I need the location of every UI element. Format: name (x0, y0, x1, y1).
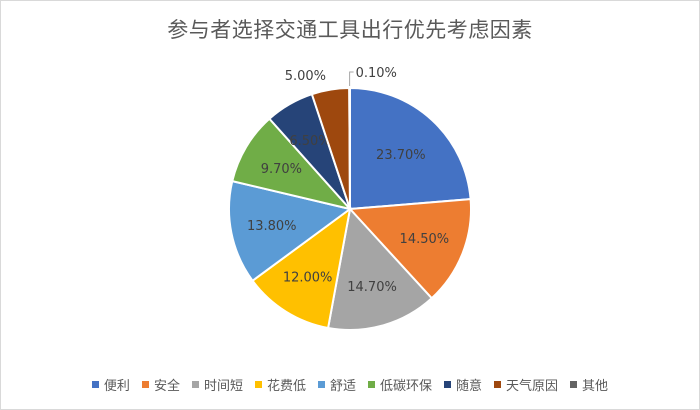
pie-slice-安全 (347, 198, 472, 300)
data-label-舒适: 13.80% (247, 219, 297, 234)
pie-slice-花费低 (251, 206, 352, 330)
legend-item-便利: 便利 (91, 375, 130, 394)
data-label-低碳环保: 9.70% (261, 162, 302, 177)
legend-label: 安全 (153, 379, 180, 394)
legend-label: 花费低 (266, 379, 306, 394)
legend-label: 其他 (582, 379, 609, 394)
data-label-天气原因: 5.00% (285, 69, 326, 84)
legend-item-低碳环保: 低碳环保 (368, 375, 432, 394)
legend-item-其他: 其他 (570, 375, 608, 394)
legend-label: 时间短 (203, 379, 243, 394)
legend-swatch (444, 381, 452, 388)
legend-label: 舒适 (329, 379, 356, 394)
legend-item-花费低: 花费低 (254, 375, 306, 394)
legend-item-舒适: 舒适 (317, 375, 356, 394)
legend-swatch (191, 381, 199, 388)
pie-slice-其他 (348, 86, 351, 210)
legend: 便利 安全 时间短 花费低 舒适 低碳环保 随意 天气原因 其他 (0, 375, 700, 394)
legend-swatch (254, 381, 262, 388)
chart-title: 参与者选择交通工具出行优先考虑因素 (167, 18, 533, 42)
data-label-便利: 23.70% (376, 148, 426, 163)
leader-line (349, 71, 354, 87)
data-label-花费低: 12.00% (283, 271, 333, 286)
data-label-其他: 0.10% (356, 66, 397, 81)
data-label-随意: 6.50% (289, 134, 330, 149)
legend-swatch (570, 381, 578, 388)
legend-item-时间短: 时间短 (191, 375, 243, 394)
legend-label: 天气原因 (506, 379, 559, 394)
legend-label: 随意 (456, 379, 483, 394)
legend-swatch (368, 381, 375, 388)
legend-item-天气原因: 天气原因 (494, 375, 558, 394)
legend-item-随意: 随意 (444, 375, 482, 394)
legend-swatch (141, 381, 149, 388)
pie-slice-时间短 (326, 206, 434, 331)
legend-swatch (91, 381, 99, 388)
legend-swatch (494, 381, 502, 388)
legend-item-安全: 安全 (141, 375, 180, 394)
legend-label: 低碳环保 (380, 379, 433, 394)
data-label-安全: 14.50% (400, 232, 450, 247)
pie-slice-低碳环保 (231, 117, 353, 211)
legend-swatch (317, 381, 325, 388)
pie-slice-便利 (349, 86, 472, 211)
legend-label: 便利 (103, 379, 130, 394)
data-label-时间短: 14.70% (347, 280, 397, 295)
pie-slice-舒适 (228, 179, 353, 283)
